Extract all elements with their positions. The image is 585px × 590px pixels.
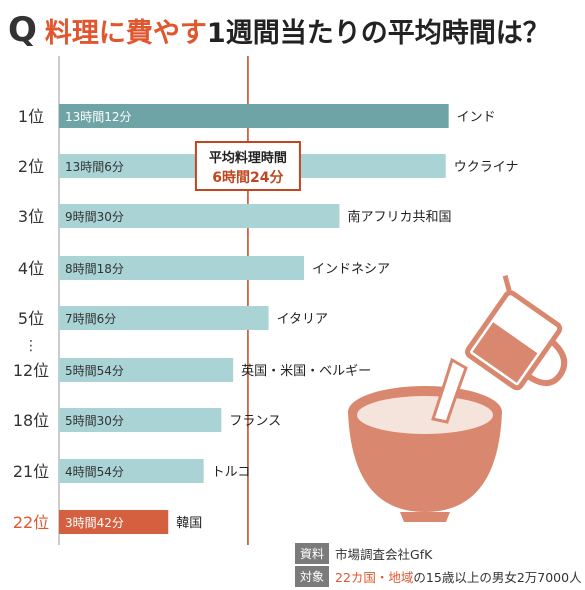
bar [59, 256, 305, 280]
chart-title: Q 料理に費やす 1週間当たりの平均時間は？ [8, 6, 550, 54]
bar-group: 5時間30分 フランス 18位 [13, 408, 281, 432]
subject-text-rest: の15歳以上の男女2万7000人 [413, 570, 582, 585]
bar-value-label: 4時間54分 [65, 465, 124, 479]
source-text: 市場調査会社GfK [335, 547, 433, 562]
bar-group: 9時間30分 南アフリカ共和国 3位 [18, 204, 451, 228]
source-line-1: 資料 市場調査会社GfK [295, 543, 432, 564]
rank-label: 18位 [13, 411, 49, 430]
subject-text: 22カ国・地域の15歳以上の男女2万7000人 [335, 567, 582, 586]
country-label: フランス [229, 414, 281, 429]
title-q-mark: Q [8, 10, 37, 50]
country-label: トルコ [212, 465, 251, 480]
country-label: イタリア [277, 312, 328, 327]
bar-value-label: 13時間12分 [65, 110, 132, 124]
average-callout-box [194, 141, 301, 191]
bar-group: 5時間54分 英国・米国・ベルギー 12位 [13, 358, 371, 382]
bar [59, 306, 269, 330]
bar [59, 408, 222, 432]
rank-label: 1位 [18, 107, 44, 126]
subject-text-highlight: 22カ国・地域 [335, 570, 414, 585]
source-tag: 資料 [295, 543, 330, 564]
country-label: ウクライナ [454, 160, 519, 175]
title-highlight: 料理に費やす [44, 17, 207, 49]
bar [59, 358, 234, 382]
country-label: 韓国 [176, 516, 202, 531]
subject-tag: 対象 [295, 566, 330, 587]
country-label: インドネシア [312, 262, 390, 277]
bar-value-label: 13時間6分 [65, 160, 124, 174]
bar [59, 510, 169, 534]
country-label: インド [457, 110, 496, 125]
average-label: 平均料理時間 [209, 150, 287, 166]
rank-label: 5位 [18, 309, 44, 328]
rank-label: 21位 [13, 462, 49, 481]
rank-label: 22位 [13, 513, 49, 532]
average-callout: 平均料理時間 6時間24分 [194, 141, 301, 191]
cooking-illustration [348, 275, 568, 522]
rank-gap-marker: ⋮ [24, 338, 38, 354]
bar-value-label: 8時間18分 [65, 262, 124, 276]
rank-label: 2位 [18, 157, 44, 176]
bar-value-label: 3時間42分 [65, 516, 124, 530]
bar [59, 104, 449, 128]
source-line-2: 対象 22カ国・地域の15歳以上の男女2万7000人 [295, 566, 582, 587]
bar-value-label: 9時間30分 [65, 210, 124, 224]
title-rest: 1週間当たりの平均時間は？ [206, 17, 550, 49]
bar-group: 3時間42分 韓国 22位 [13, 510, 202, 534]
country-label: 英国・米国・ベルギー [241, 364, 371, 379]
bar-value-label: 5時間30分 [65, 414, 124, 428]
bar [59, 459, 204, 483]
bar-group: 4時間54分 トルコ 21位 [13, 459, 251, 483]
average-value: 6時間24分 [212, 169, 283, 186]
pouring-cup-icon [431, 275, 568, 424]
rank-label: 3位 [18, 207, 44, 226]
bars-layer: 13時間12分 インド 1位 13時間6分 ウクライナ 2位 9時間30分 南アフリカ共和国 3… [13, 104, 519, 534]
bar-group: 13時間12分 インド 1位 [18, 104, 496, 128]
rank-label: 12位 [13, 361, 49, 380]
rank-label: 4位 [18, 259, 44, 278]
bowl-icon [348, 386, 502, 522]
country-label: 南アフリカ共和国 [347, 209, 451, 225]
bar-group: 8時間18分 インドネシア 4位 [18, 256, 390, 280]
bar-value-label: 5時間54分 [65, 364, 124, 378]
bar-group: 7時間6分 イタリア 5位 [18, 306, 328, 330]
bar [59, 204, 340, 228]
bar-value-label: 7時間6分 [65, 312, 116, 326]
